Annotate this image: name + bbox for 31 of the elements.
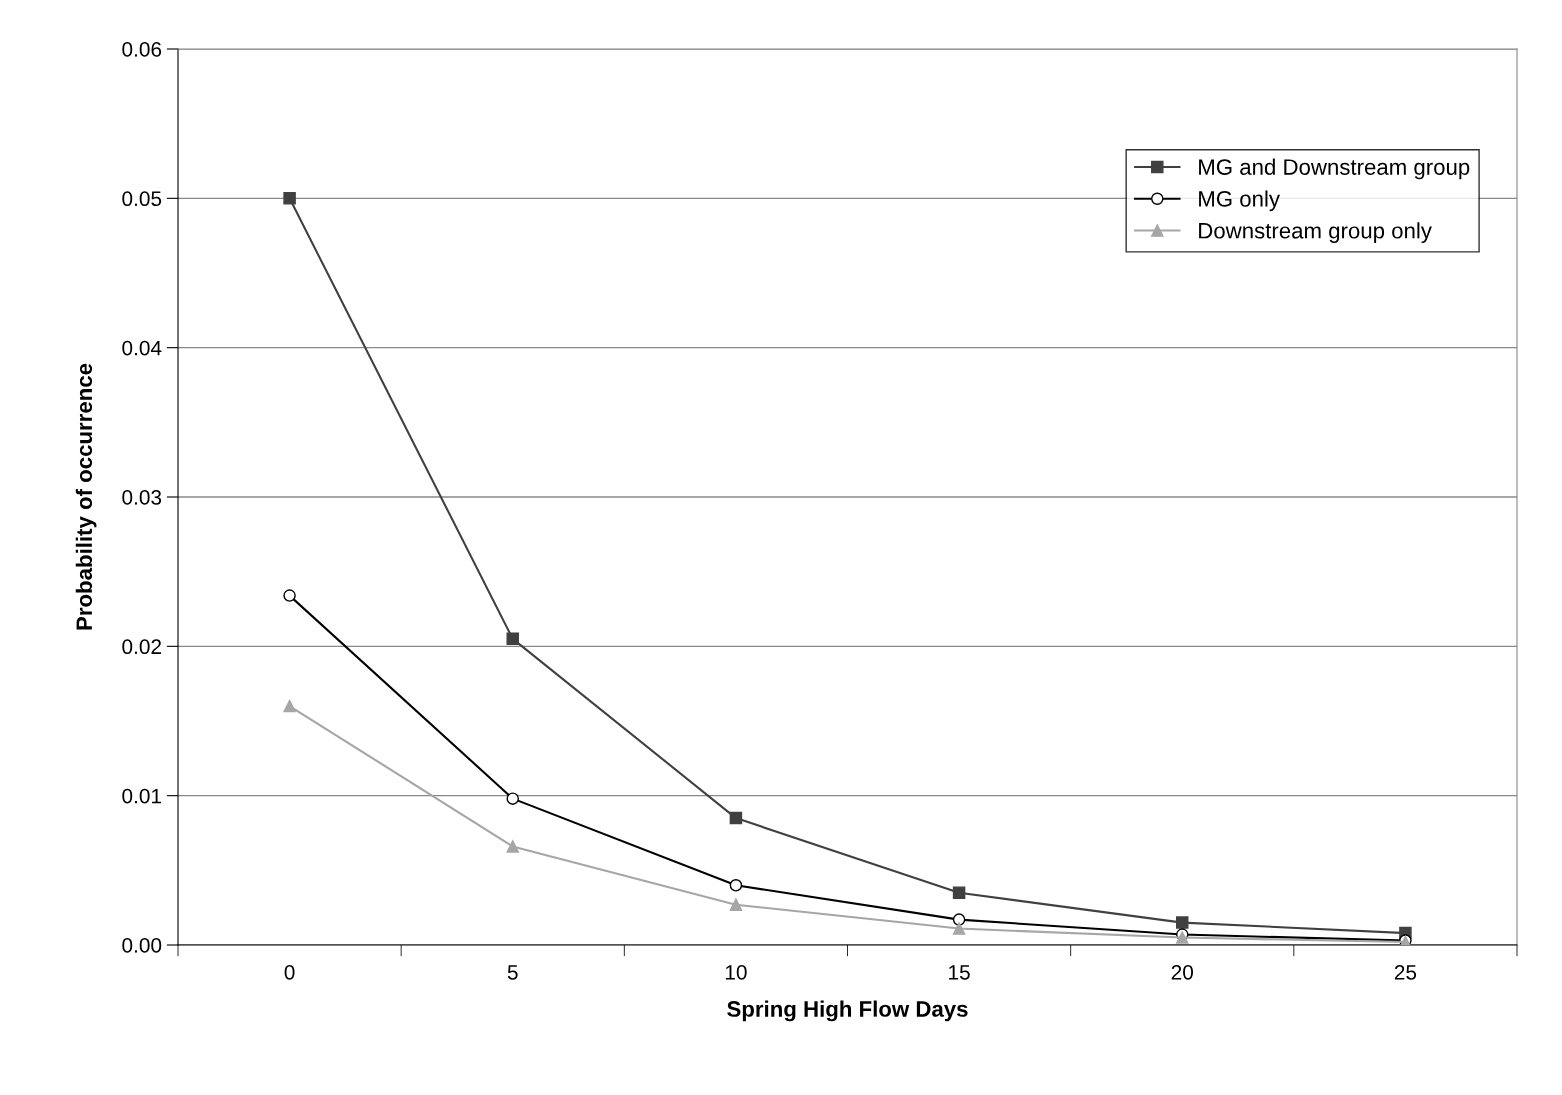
x-axis-title: Spring High Flow Days <box>727 1000 968 1022</box>
y-axis-title: Probability of occurrence <box>75 363 97 630</box>
point <box>283 589 296 602</box>
x-tick-label: 0 <box>284 964 295 980</box>
legend-label: MG only <box>1199 190 1280 212</box>
y-tick-label: 0.05 <box>122 191 162 207</box>
point <box>506 632 520 646</box>
y-tick-label: 0.01 <box>122 788 162 804</box>
point <box>952 913 966 926</box>
x-tick-label: 25 <box>1394 964 1417 980</box>
point <box>952 886 966 899</box>
point <box>283 192 296 205</box>
point <box>729 811 743 825</box>
y-tick-label: 0.03 <box>122 490 162 505</box>
x-tick-label: 10 <box>725 964 747 980</box>
x-tick-label: 15 <box>949 965 970 980</box>
legend-label: Downstream group only <box>1199 222 1432 243</box>
y-tick-label: 0.04 <box>122 340 162 356</box>
y-tick-label: 0.00 <box>122 938 162 953</box>
point <box>952 922 966 935</box>
x-tick-label: 5 <box>507 965 518 980</box>
point <box>506 792 520 805</box>
y-tick-label: 0.02 <box>122 639 161 655</box>
point <box>729 898 743 911</box>
point <box>729 879 743 892</box>
point <box>1175 916 1189 929</box>
x-tick-label: 20 <box>1171 964 1194 980</box>
point <box>283 699 296 713</box>
point <box>506 840 520 853</box>
y-tick-label: 0.06 <box>122 42 162 57</box>
legend-label: MG and Downstream group <box>1199 158 1470 180</box>
